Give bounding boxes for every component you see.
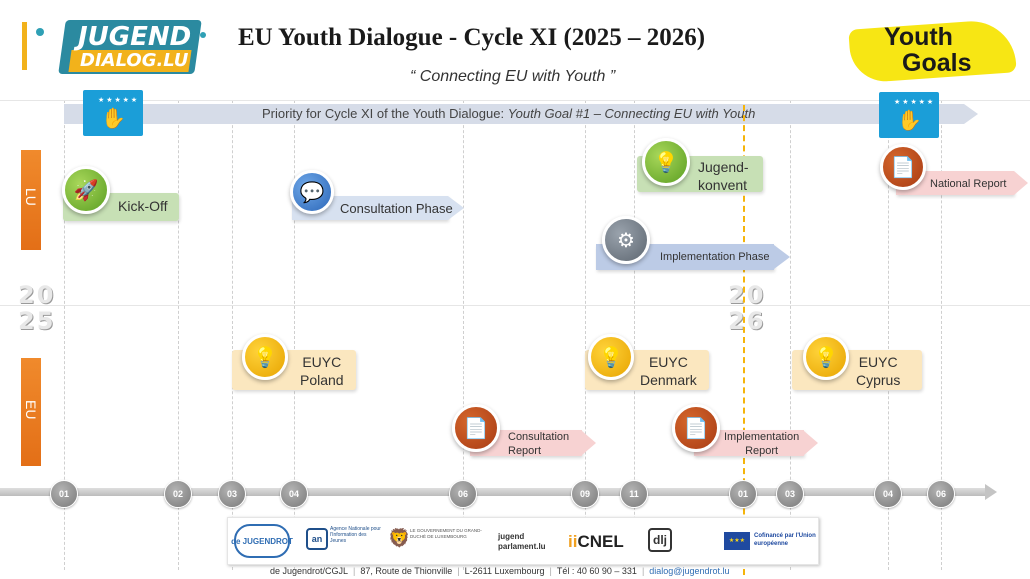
national-report-label: National Report bbox=[930, 178, 1007, 190]
government-logo: LE GOUVERNEMENT DU GRAND-DUCHÉ DE LUXEMB… bbox=[410, 528, 482, 539]
kickoff-label: Kick-Off bbox=[118, 198, 168, 214]
year-2026: 20 26 bbox=[728, 281, 766, 335]
anij-icon: an bbox=[306, 528, 328, 550]
gridline bbox=[463, 100, 464, 570]
divider bbox=[0, 100, 1030, 101]
month-marker: 06 bbox=[927, 480, 955, 508]
euyc-poland-label: EUYC Poland bbox=[300, 354, 344, 388]
jugendkonvent-label: Jugend-konvent bbox=[698, 159, 749, 193]
eu-flag-icon: ★★★ bbox=[724, 532, 750, 550]
chat-icon: 💬 bbox=[290, 170, 334, 214]
footer: de Jugendrot/CGJL | 87, Route de Thionvill… bbox=[270, 566, 730, 576]
lightbulb-icon: 💡 bbox=[588, 334, 634, 380]
implementation-phase-label: Implementation Phase bbox=[660, 251, 770, 263]
month-marker: 03 bbox=[218, 480, 246, 508]
gridline bbox=[232, 100, 233, 570]
dlj-logo: dlj bbox=[648, 528, 672, 552]
gridline bbox=[294, 100, 295, 570]
gear-icon: ⚙ bbox=[602, 216, 650, 264]
divider bbox=[0, 305, 1030, 306]
youth-dialogue-logo: ★ ★ ★ ★ ★ ✋ bbox=[83, 90, 143, 136]
gridline bbox=[888, 100, 889, 570]
eu-cofunding-logo: Cofinancé par l'Union européenne bbox=[754, 533, 816, 547]
implementation-phase-arrow bbox=[774, 245, 790, 269]
consultation-report-arrow bbox=[582, 431, 596, 455]
today-line bbox=[743, 105, 745, 575]
priority-bar bbox=[64, 104, 964, 124]
jugendrot-logo: de JUGENDROT bbox=[231, 524, 293, 558]
eu-band bbox=[21, 358, 41, 466]
logo-text: Goals bbox=[902, 49, 972, 77]
document-icon: 📄 bbox=[880, 144, 926, 190]
year-2025: 20 25 bbox=[18, 281, 56, 335]
rocket-icon: 🚀 bbox=[62, 166, 110, 214]
month-marker: 03 bbox=[776, 480, 804, 508]
consultation-phase-arrow bbox=[448, 196, 464, 220]
month-marker: 02 bbox=[164, 480, 192, 508]
consultation-phase-label: Consultation Phase bbox=[340, 201, 453, 216]
month-marker: 09 bbox=[571, 480, 599, 508]
lu-band bbox=[21, 150, 41, 250]
gridline bbox=[64, 100, 65, 570]
document-icon: 📄 bbox=[672, 404, 720, 452]
month-marker: 04 bbox=[874, 480, 902, 508]
partner-logos: de JUGENDROT Agence Nationale pour l'Inf… bbox=[227, 517, 819, 565]
document-icon: 📄 bbox=[452, 404, 500, 452]
month-marker: 06 bbox=[449, 480, 477, 508]
email-link[interactable]: dialog@jugendrot.lu bbox=[649, 566, 730, 576]
priority-text: Priority for Cycle XI of the Youth Dialo… bbox=[262, 106, 756, 121]
month-marker: 01 bbox=[729, 480, 757, 508]
jugendparlament-logo: jugend parlament.lu bbox=[498, 532, 546, 551]
national-report-arrow bbox=[1014, 171, 1028, 195]
lion-icon: 🦁 bbox=[388, 528, 411, 548]
priority-arrow bbox=[964, 104, 978, 124]
timeline-arrow bbox=[985, 484, 997, 500]
lightbulb-icon: 💡 bbox=[803, 334, 849, 380]
logo-text: DIALOG.LU bbox=[80, 50, 189, 71]
logo-text: Youth bbox=[884, 23, 953, 51]
implementation-report-arrow bbox=[804, 431, 818, 455]
jugenddialog-logo: JUGEND DIALOG.LU bbox=[22, 20, 207, 76]
gridline bbox=[178, 100, 179, 570]
euyc-cyprus-label: EUYC Cyprus bbox=[856, 354, 901, 388]
gridline bbox=[585, 100, 586, 570]
consultation-report-label: Consultation Report bbox=[508, 431, 570, 457]
page-title: EU Youth Dialogue - Cycle XI (2025 – 202… bbox=[238, 24, 706, 51]
month-marker: 04 bbox=[280, 480, 308, 508]
lu-label: LU bbox=[23, 188, 39, 206]
month-marker: 11 bbox=[620, 480, 648, 508]
eu-label: EU bbox=[23, 400, 39, 420]
anij-logo: Agence Nationale pour l'Information des … bbox=[330, 526, 381, 544]
youth-dialogue-logo: ★ ★ ★ ★ ★ ✋ bbox=[879, 92, 939, 138]
month-marker: 01 bbox=[50, 480, 78, 508]
youth-goals-logo: Youth Goals bbox=[848, 18, 1020, 84]
euyc-denmark-label: EUYC Denmark bbox=[640, 354, 697, 388]
cnel-logo: iiCNEL bbox=[568, 532, 624, 551]
implementation-report-label: Implementation Report bbox=[724, 431, 800, 457]
timeline-bar bbox=[0, 488, 985, 496]
logo-text: JUGEND bbox=[78, 22, 192, 52]
page-subtitle: “ Connecting EU with Youth ” bbox=[410, 68, 616, 85]
gridline bbox=[634, 100, 635, 570]
gridline bbox=[790, 100, 791, 570]
lightbulb-icon: 💡 bbox=[242, 334, 288, 380]
lightbulb-icon: 💡 bbox=[642, 138, 690, 186]
gridline bbox=[941, 100, 942, 570]
